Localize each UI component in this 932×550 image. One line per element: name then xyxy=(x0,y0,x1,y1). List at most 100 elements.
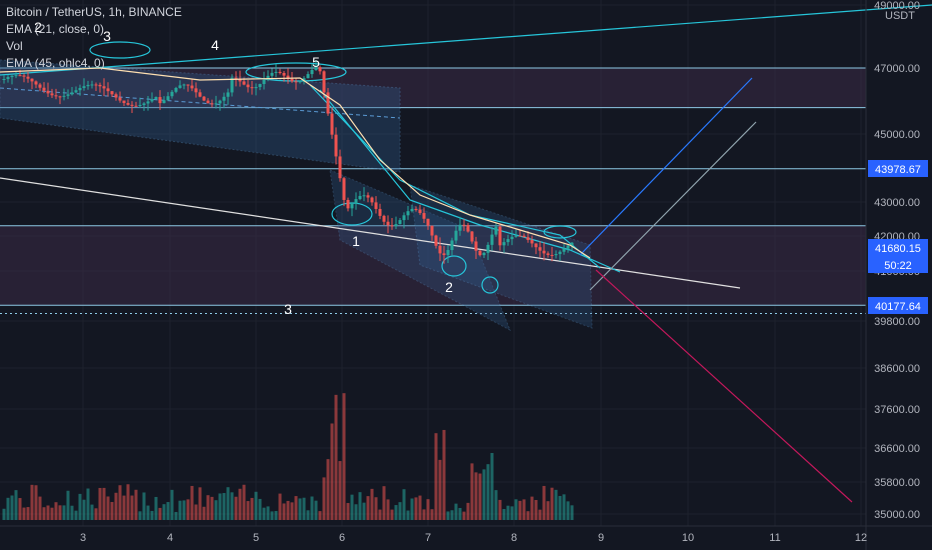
y-tick-label: 35800.00 xyxy=(874,477,920,489)
volume-bar xyxy=(406,510,410,520)
time-axis[interactable]: 3 4 5 6 7 8 9 10 11 12 xyxy=(0,525,932,544)
candle-body xyxy=(366,195,370,198)
volume-bar xyxy=(566,501,570,520)
volume-bar xyxy=(438,459,442,520)
candle-body xyxy=(462,224,466,226)
wave-marker xyxy=(543,225,577,239)
wave-channel-2 xyxy=(409,184,593,329)
candle-body xyxy=(158,97,162,104)
candle-body xyxy=(430,225,434,236)
volume-bar xyxy=(26,507,30,520)
candle-body xyxy=(42,87,46,91)
candle-body xyxy=(370,197,374,203)
candle-body xyxy=(242,81,246,85)
volume-bar xyxy=(534,499,538,520)
candle-body xyxy=(118,97,122,101)
x-tick-label: 5 xyxy=(253,532,259,544)
symbol-title[interactable]: Bitcoin / TetherUS, 1h, BINANCE xyxy=(6,5,182,19)
candle-body xyxy=(438,245,442,254)
candle-body xyxy=(566,245,570,249)
price-badge: 43978.67 xyxy=(868,160,928,177)
volume-bar xyxy=(158,507,162,520)
wave-label: 3 xyxy=(103,28,111,44)
candle-body xyxy=(210,103,214,105)
candle-body xyxy=(542,250,546,254)
resistance-zone xyxy=(0,68,866,108)
volume-bar xyxy=(310,496,314,520)
volume-bar xyxy=(366,496,370,520)
vol-legend[interactable]: Vol xyxy=(6,39,23,53)
candle-body xyxy=(38,84,42,88)
candle-body xyxy=(466,225,470,232)
price-badge-bg xyxy=(868,297,928,314)
volume-bar xyxy=(42,507,46,520)
volume-bar xyxy=(306,510,310,520)
candle-body xyxy=(326,92,330,114)
volume-bar xyxy=(278,493,282,520)
y-tick-label: 47000.00 xyxy=(874,63,920,75)
volume-bar xyxy=(542,485,546,520)
volume-bar xyxy=(462,511,466,520)
candle-body xyxy=(334,134,338,157)
volume-bar xyxy=(86,488,90,520)
candle-body xyxy=(506,239,510,243)
y-tick-label: 35000.00 xyxy=(874,509,920,521)
x-tick-label: 7 xyxy=(425,532,431,544)
channel-mid xyxy=(0,87,401,119)
volume-bar xyxy=(490,453,494,520)
candle-body xyxy=(422,213,426,219)
target-up-arrow xyxy=(579,77,753,256)
volume-bar xyxy=(206,495,210,520)
volume-bar xyxy=(338,461,342,520)
candle-body xyxy=(538,247,542,251)
volume-bar xyxy=(522,499,526,520)
volume-bar xyxy=(454,503,458,520)
candle-body xyxy=(514,235,518,237)
volume-bar xyxy=(38,496,42,520)
candle-body xyxy=(138,104,142,106)
candle-body xyxy=(122,100,126,104)
candle-body xyxy=(250,87,254,89)
candle-body xyxy=(142,103,146,105)
candle-body xyxy=(98,84,102,87)
volume-bar xyxy=(422,509,426,520)
volume-bar xyxy=(194,504,198,520)
ema21-legend[interactable]: EMA (21, close, 0) xyxy=(6,22,105,36)
candle-body xyxy=(362,195,366,197)
x-tick-label: 6 xyxy=(339,532,345,544)
candles xyxy=(2,60,574,264)
volume-bar xyxy=(150,510,154,520)
volume-bar xyxy=(326,459,330,520)
volume-bar xyxy=(234,496,238,520)
x-tick-label: 9 xyxy=(598,532,604,544)
wave-marker xyxy=(441,255,467,277)
candle-body xyxy=(126,103,130,105)
volume-bar xyxy=(14,490,18,520)
volume-bar xyxy=(274,511,278,520)
candle-body xyxy=(46,90,50,94)
upper-trend-line xyxy=(0,4,932,76)
volume-bar xyxy=(354,504,358,520)
candle-body xyxy=(522,235,526,238)
candle-body xyxy=(330,113,334,135)
candle-body xyxy=(62,95,66,97)
candle-body xyxy=(190,85,194,89)
ema45-legend[interactable]: EMA (45, ohlc4, 0) xyxy=(6,56,105,70)
volume-bar xyxy=(170,489,174,520)
volume-bar xyxy=(554,489,558,520)
candle-body xyxy=(474,241,478,251)
volume-bar xyxy=(466,502,470,520)
price-axis[interactable]: 49000.0047000.0045000.0043000.0042000.00… xyxy=(865,0,928,550)
candle-body xyxy=(454,230,458,241)
candle-body xyxy=(262,79,266,85)
volume-bar xyxy=(118,485,122,520)
candle-body xyxy=(70,92,74,95)
volume-bar xyxy=(294,496,298,520)
candle-body xyxy=(14,75,18,77)
candle-body xyxy=(450,240,454,251)
price-badge: 41680.15 xyxy=(868,239,928,256)
volume-bar xyxy=(82,499,86,520)
volume-bar xyxy=(346,503,350,520)
volume-bar xyxy=(62,505,66,520)
